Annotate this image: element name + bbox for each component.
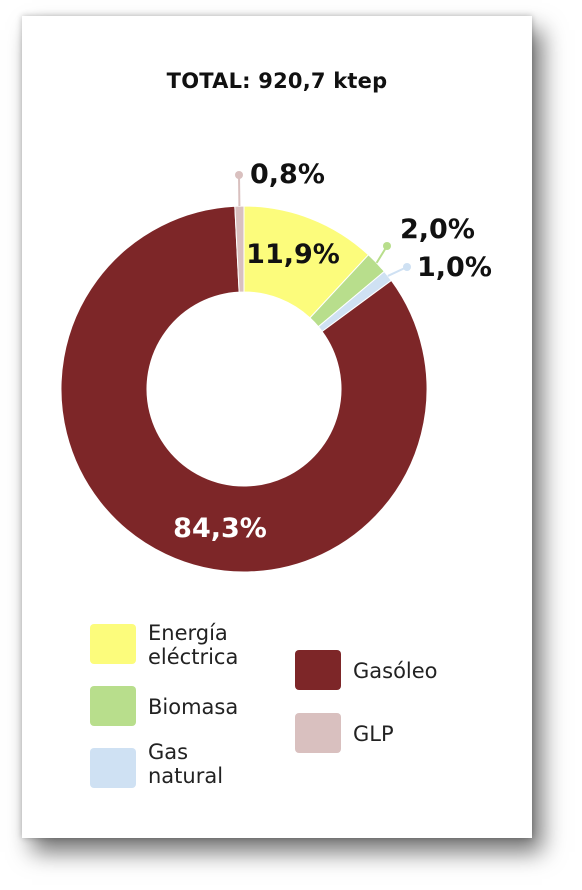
data-label-gas: 1,0% — [417, 252, 492, 283]
slice-glp — [234, 205, 245, 293]
data-label-gasoleo: 84,3% — [173, 513, 267, 544]
leader-dot-biomasa — [383, 242, 391, 250]
data-label-biomasa: 2,0% — [400, 214, 475, 245]
legend-swatch-biomasa — [90, 686, 136, 726]
legend-label-gas: Gas natural — [148, 740, 224, 788]
chart-title: TOTAL: 920,7 ktep — [166, 69, 388, 93]
slice-gasoleo — [60, 205, 428, 573]
leader-dot-gas — [403, 263, 411, 271]
legend-swatch-energia — [90, 624, 136, 664]
legend-swatch-gasoleo — [295, 650, 341, 690]
chart-card: TOTAL: 920,7 ktep 11,9% 2,0% 1,0% 84,3% 0,8%… — [22, 16, 532, 838]
legend: Energía eléctrica Biomasa Gas natural Ga… — [22, 16, 532, 838]
legend-label-glp: GLP — [353, 722, 394, 746]
legend-label-biomasa: Biomasa — [148, 695, 239, 719]
legend-swatch-gas — [90, 748, 136, 788]
legend-label-gasoleo: Gasóleo — [353, 659, 438, 683]
legend-label-energia: Energía eléctrica — [148, 621, 239, 669]
legend-swatch-glp — [295, 713, 341, 753]
leader-dot-glp — [235, 171, 243, 179]
data-label-glp: 0,8% — [250, 159, 325, 190]
donut-chart: 11,9% 2,0% 1,0% 84,3% 0,8% — [60, 159, 492, 573]
data-label-energia: 11,9% — [246, 239, 340, 270]
